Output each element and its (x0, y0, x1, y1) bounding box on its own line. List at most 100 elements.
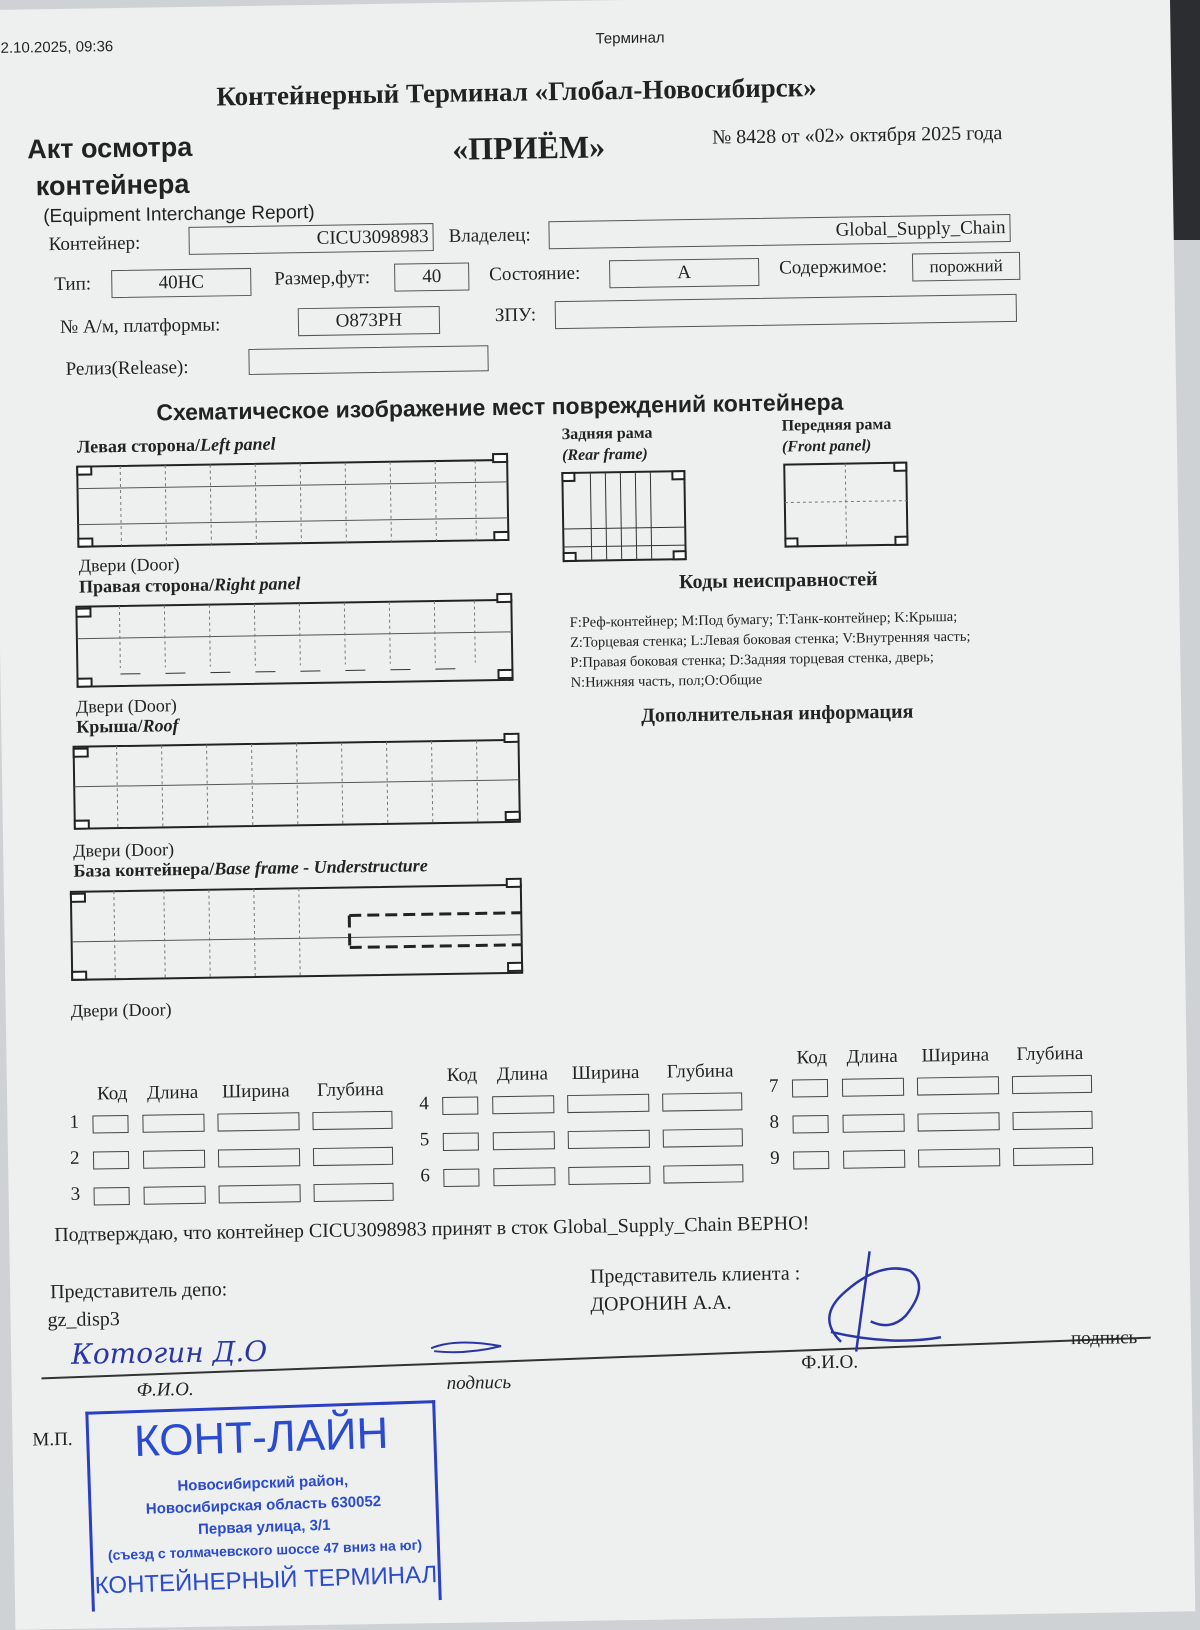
roof-en: Roof (142, 715, 178, 736)
damage-row-number: 8 (769, 1112, 779, 1134)
codes-list: F:Реф-контейнер; M:Под бумагу; T:Танк-ко… (570, 607, 972, 693)
damage-input-depth (313, 1147, 393, 1166)
damage-input-code (442, 1096, 478, 1115)
right-panel-ru: Правая сторона/ (79, 575, 214, 597)
damage-col-header: Код (796, 1047, 827, 1069)
damage-input-width (218, 1148, 300, 1167)
left-panel-label: Левая сторона/Left panel (77, 434, 276, 458)
company-stamp: КОНТ-ЛАЙН Новосибирский район, Новосибир… (85, 1400, 441, 1611)
damage-input-length (842, 1114, 904, 1133)
damage-input-depth (312, 1111, 392, 1130)
seal-place-label: М.П. (32, 1429, 72, 1452)
damage-input-length (842, 1078, 904, 1097)
damage-input-width (918, 1148, 1000, 1167)
damage-input-code (443, 1132, 479, 1151)
size-field: 40 (394, 263, 469, 292)
damage-col-header: Длина (147, 1082, 199, 1105)
damage-row-number: 2 (70, 1148, 80, 1170)
condition-label: Состояние: (489, 263, 580, 286)
damage-input-code (443, 1168, 479, 1187)
damage-input-depth (1012, 1111, 1092, 1130)
damage-input-length (493, 1131, 555, 1150)
depot-rep-login: gz_disp3 (47, 1308, 120, 1332)
schematic-title: Схематическое изображение мест поврежден… (156, 389, 843, 427)
damage-row-number: 3 (70, 1184, 80, 1206)
rear-frame-diagram (560, 467, 692, 569)
damage-input-width (568, 1130, 650, 1149)
left-panel-door: Двери (Door) (79, 554, 180, 577)
damage-input-code (793, 1151, 829, 1170)
doc-type: «ПРИЁМ» (452, 128, 605, 167)
type-label: Тип: (54, 273, 91, 296)
depot-fio-caption: Ф.И.О. (137, 1379, 194, 1402)
seal-label: ЗПУ: (495, 304, 537, 327)
right-panel-en: Right panel (214, 573, 301, 594)
rear-frame-label-en: (Rear frame) (562, 446, 648, 465)
damage-input-depth (663, 1164, 743, 1183)
contents-label: Содержимое: (779, 256, 887, 280)
damage-col-header: Код (447, 1064, 478, 1086)
rear-frame-label: Задняя рама (562, 425, 653, 444)
owner-label: Владелец: (448, 225, 530, 248)
base-door: Двери (Door) (71, 999, 172, 1022)
damage-input-depth (662, 1092, 742, 1111)
size-label: Размер,фут: (274, 267, 370, 291)
print-page-title: Терминал (595, 29, 664, 47)
damage-row-number: 1 (69, 1112, 79, 1134)
roof-diagram (71, 732, 528, 839)
stamp-company-name: КОНТ-ЛАЙН (89, 1407, 434, 1468)
damage-input-depth (663, 1128, 743, 1147)
client-rep-label: Представитель клиента : (590, 1262, 801, 1288)
damage-col-header: Глубина (1016, 1043, 1083, 1066)
damage-input-length (142, 1114, 204, 1133)
damage-input-code (94, 1187, 130, 1206)
codes-title: Коды неисправностей (679, 568, 878, 594)
damage-input-width (218, 1184, 300, 1203)
roof-door: Двери (Door) (73, 839, 174, 862)
damage-input-width (917, 1112, 999, 1131)
company-name: Контейнерный Терминал «Глобал-Новосибирс… (216, 72, 817, 112)
damage-input-depth (1012, 1075, 1092, 1094)
client-signature (810, 1245, 952, 1357)
damage-col-header: Длина (497, 1063, 549, 1086)
roof-ru: Крыша/ (76, 716, 143, 737)
client-fio-caption: Ф.И.О. (801, 1352, 858, 1375)
base-diagram (69, 875, 531, 987)
seal-field (555, 294, 1017, 329)
damage-col-header: Длина (846, 1046, 898, 1069)
damage-input-length (493, 1167, 555, 1186)
client-signature-caption: подпись (1071, 1327, 1138, 1350)
damage-col-header: Глубина (317, 1079, 384, 1102)
front-frame-label: Передняя рама (782, 416, 892, 436)
damage-input-width (917, 1076, 999, 1095)
damage-input-length (144, 1186, 206, 1205)
damage-input-width (217, 1112, 299, 1131)
doc-title-1: Акт осмотра (27, 132, 193, 166)
stamp-address: Новосибирский район, Новосибирская облас… (91, 1467, 438, 1566)
client-rep-name: ДОРОНИН А.А. (590, 1292, 731, 1317)
damage-col-header: Ширина (222, 1080, 290, 1103)
doc-number: № 8428 от «02» октября 2025 года (712, 122, 1003, 150)
damage-input-depth (1013, 1147, 1093, 1166)
damage-row-number: 7 (769, 1076, 779, 1098)
damage-col-header: Код (97, 1083, 128, 1105)
damage-input-code (92, 1115, 128, 1134)
damage-col-header: Ширина (921, 1044, 989, 1067)
container-field: CICU3098983 (188, 223, 433, 255)
depot-rep-label: Представитель депо: (50, 1278, 227, 1304)
condition-field: A (609, 258, 759, 288)
right-panel-label: Правая сторона/Right panel (79, 573, 301, 597)
front-frame-diagram (782, 459, 913, 556)
contents-field: порожний (912, 252, 1020, 282)
damage-input-width (568, 1166, 650, 1185)
damage-row-number: 9 (770, 1148, 780, 1170)
roof-label: Крыша/Roof (76, 715, 179, 738)
left-panel-diagram (75, 452, 516, 554)
left-panel-en: Left panel (200, 434, 276, 455)
left-panel-ru: Левая сторона/ (77, 435, 201, 457)
damage-input-depth (313, 1183, 393, 1202)
confirmation-text: Подтверждаю, что контейнер CICU3098983 п… (54, 1212, 809, 1247)
damage-col-header: Ширина (572, 1062, 640, 1085)
damage-input-length (143, 1150, 205, 1169)
